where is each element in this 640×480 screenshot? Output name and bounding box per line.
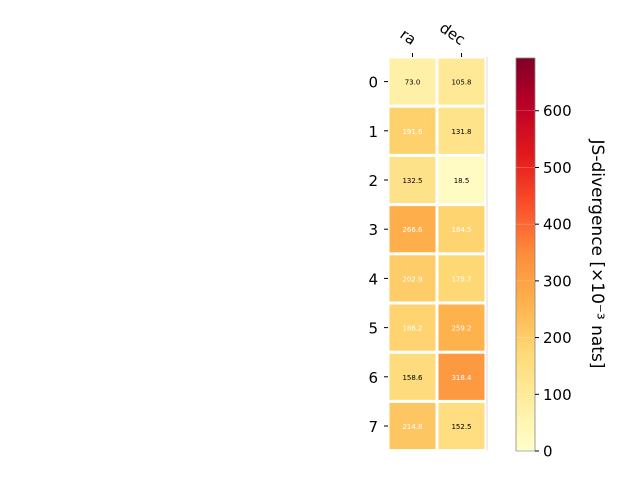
heatmap-cells — [389, 57, 488, 451]
cell-value-label: 184.5 — [451, 226, 471, 234]
heatmap-cell — [389, 402, 436, 450]
heatmap-cell — [438, 402, 485, 450]
cell-value-label: 152.5 — [451, 423, 471, 431]
colorbar-tick-label: 200 — [543, 329, 572, 347]
heatmap-cell-labels: 73.0 105.8 191.6 131.8 132.5 18.5 266.6 184.5 20… — [402, 79, 472, 431]
cell-value-label: 266.6 — [402, 226, 423, 234]
y-tick-label: 5 — [368, 320, 378, 338]
x-axis: ra dec — [397, 19, 469, 57]
cell-value-label: 132.5 — [402, 177, 422, 185]
colorbar-tick-label: 300 — [543, 272, 572, 290]
y-tick-label: 7 — [368, 418, 378, 436]
heatmap-cell — [438, 206, 485, 253]
y-axis: 0 1 2 3 4 5 6 7 — [368, 74, 388, 436]
cell-value-label: 105.8 — [451, 79, 471, 87]
colorbar-tick-label: 400 — [543, 216, 572, 234]
colorbar-tick-label: 500 — [543, 159, 572, 177]
heatmap-cell — [438, 304, 485, 351]
x-tick-label: dec — [436, 19, 468, 49]
cell-value-label: 158.6 — [402, 374, 423, 382]
colorbar-tick-label: 0 — [543, 443, 553, 461]
cell-value-label: 191.6 — [402, 128, 423, 136]
heatmap-cell — [389, 304, 436, 351]
colorbar-tick-label: 100 — [543, 386, 572, 404]
heatmap-cell — [389, 107, 436, 154]
cell-value-label: 202.9 — [402, 275, 422, 283]
cell-value-label: 186.2 — [402, 325, 422, 333]
y-tick-label: 4 — [368, 270, 378, 288]
heatmap-cell — [389, 156, 436, 204]
colorbar: 0 100 200 300 400 500 600 JS-divergence [×10⁻³… — [515, 57, 607, 461]
cell-value-label: 259.2 — [451, 325, 471, 333]
heatmap-cell — [389, 206, 436, 253]
y-tick-label: 6 — [368, 369, 378, 387]
y-tick-label: 2 — [368, 172, 378, 190]
heatmap-cell — [438, 107, 485, 154]
y-tick-label: 3 — [368, 221, 378, 239]
cell-value-label: 318.4 — [451, 374, 472, 382]
heatmap-cell — [438, 58, 485, 105]
y-tick-label: 1 — [368, 123, 378, 141]
heatmap-cell — [438, 353, 485, 400]
cell-value-label: 131.8 — [451, 128, 471, 136]
x-tick-label: ra — [397, 25, 420, 49]
heatmap-cell — [389, 58, 436, 105]
cell-value-label: 214.8 — [402, 423, 422, 431]
heatmap-cell — [389, 353, 436, 400]
heatmap-cell — [438, 255, 485, 302]
heatmap-cell — [389, 255, 436, 302]
colorbar-label: JS-divergence [×10⁻³ nats] — [587, 139, 607, 369]
colorbar-tick-label: 600 — [543, 102, 572, 120]
cell-value-label: 175.7 — [451, 275, 471, 283]
heatmap-cell — [438, 156, 485, 204]
cell-value-label: 18.5 — [454, 177, 470, 185]
colorbar-gradient — [515, 57, 536, 452]
y-tick-label: 0 — [368, 74, 378, 92]
cell-value-label: 73.0 — [405, 79, 421, 87]
colorbar-ticks: 0 100 200 300 400 500 600 — [516, 102, 572, 461]
